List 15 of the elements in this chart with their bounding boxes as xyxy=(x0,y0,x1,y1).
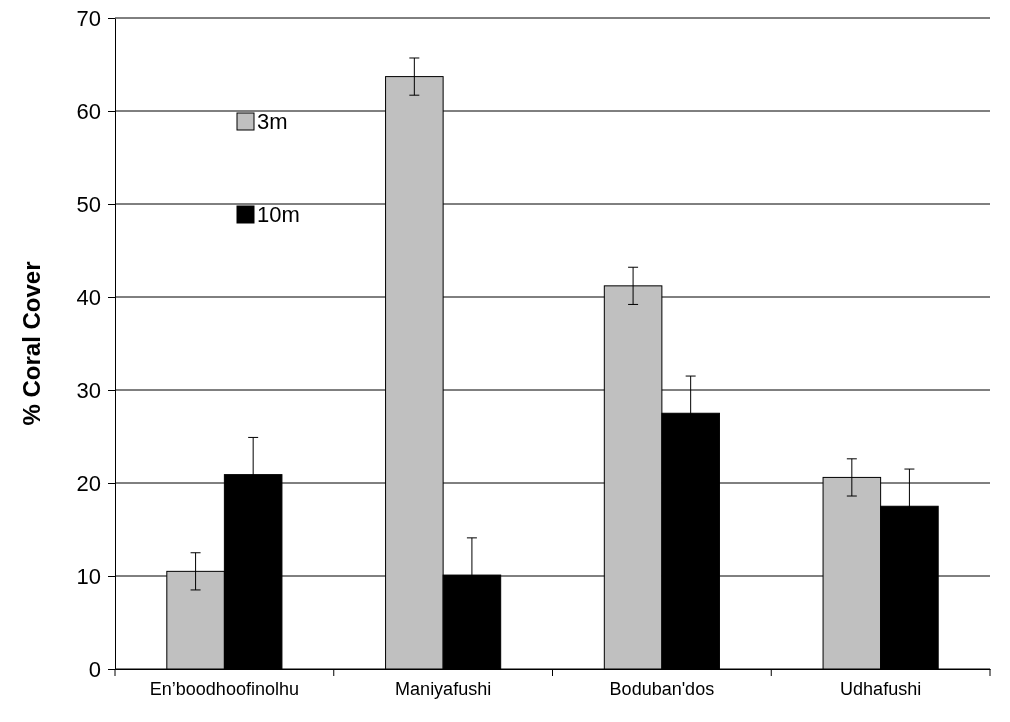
y-tick-label: 60 xyxy=(76,98,101,124)
y-tick-label: 10 xyxy=(76,563,101,589)
x-tick-label: Udhafushi xyxy=(840,679,922,700)
y-axis-title: % Coral Cover xyxy=(18,261,45,426)
x-tick-label: Maniyafushi xyxy=(395,679,492,700)
legend-label: 3m xyxy=(257,109,288,134)
x-tick-label: Boduban'dos xyxy=(609,679,715,700)
y-tick-label: 0 xyxy=(88,656,101,682)
y-tick-label: 70 xyxy=(76,5,101,31)
y-tick-label: 50 xyxy=(76,191,101,217)
x-tick-label: En’boodhoofinolhu xyxy=(149,679,299,700)
y-tick-label: 40 xyxy=(76,284,101,310)
y-tick-label: 20 xyxy=(76,470,101,496)
legend-label: 10m xyxy=(257,202,300,227)
y-tick-label: 30 xyxy=(76,377,101,403)
